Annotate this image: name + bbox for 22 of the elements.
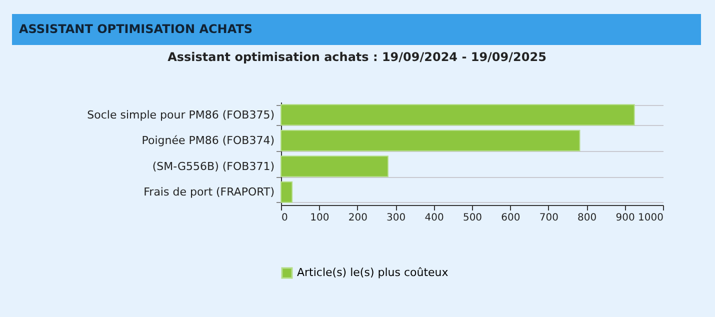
- x-tick-label: 0: [282, 212, 288, 224]
- legend-label: Article(s) le(s) plus coûteux: [297, 266, 449, 279]
- x-tick-label: 1000: [638, 212, 664, 224]
- x-tick-label: 600: [501, 212, 520, 224]
- y-tick-label: Socle simple pour PM86 (FOB375): [87, 108, 274, 122]
- y-tick-label: Frais de port (FRAPORT): [144, 186, 274, 199]
- bar: [280, 181, 293, 203]
- x-tick-label: 700: [539, 212, 558, 224]
- y-tick-label: Poignée PM86 (FOB374): [142, 134, 274, 148]
- text: ASSISTANT OPTIMISATION ACHATS: [19, 22, 253, 36]
- x-tick-label: 400: [424, 212, 444, 224]
- bar: [280, 156, 388, 178]
- x-tick-label: 200: [348, 212, 368, 224]
- bar: [280, 130, 580, 152]
- chart-title: Assistant optimisation achats : 19/09/2024 - 19/09/2025: [168, 50, 546, 64]
- x-tick-label: 300: [386, 212, 406, 224]
- x-tick-label: 800: [578, 212, 597, 224]
- bar: [280, 104, 635, 126]
- x-tick-label: 100: [310, 212, 330, 224]
- x-tick-label: 900: [616, 212, 635, 224]
- x-tick-label: 500: [462, 212, 482, 224]
- y-tick-label: (SM-G556B) (FOB371): [152, 160, 274, 173]
